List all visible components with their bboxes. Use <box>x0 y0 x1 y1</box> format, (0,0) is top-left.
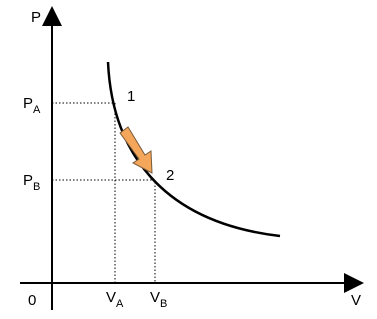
isotherm-curve <box>106 61 281 238</box>
x-axis-label: V <box>351 292 361 309</box>
origin-label: 0 <box>28 292 36 309</box>
symbol: P <box>23 95 33 112</box>
symbol: P <box>23 172 33 189</box>
point-label: 2 <box>166 167 174 184</box>
pressure-label: PB <box>23 172 40 193</box>
pressure-label: PA <box>23 95 41 116</box>
subscript: A <box>33 104 41 116</box>
subscript: B <box>160 298 167 310</box>
subscript: A <box>116 298 124 310</box>
y-axis-label: P <box>31 9 41 26</box>
process-arrow <box>119 126 153 174</box>
symbol: V <box>106 289 116 306</box>
point-label: 1 <box>127 88 135 105</box>
guide-a <box>52 102 116 283</box>
guide-b <box>52 179 156 283</box>
subscript: B <box>33 181 40 193</box>
volume-label: VA <box>106 289 124 310</box>
symbol: V <box>150 289 160 306</box>
volume-label: VB <box>150 289 167 310</box>
